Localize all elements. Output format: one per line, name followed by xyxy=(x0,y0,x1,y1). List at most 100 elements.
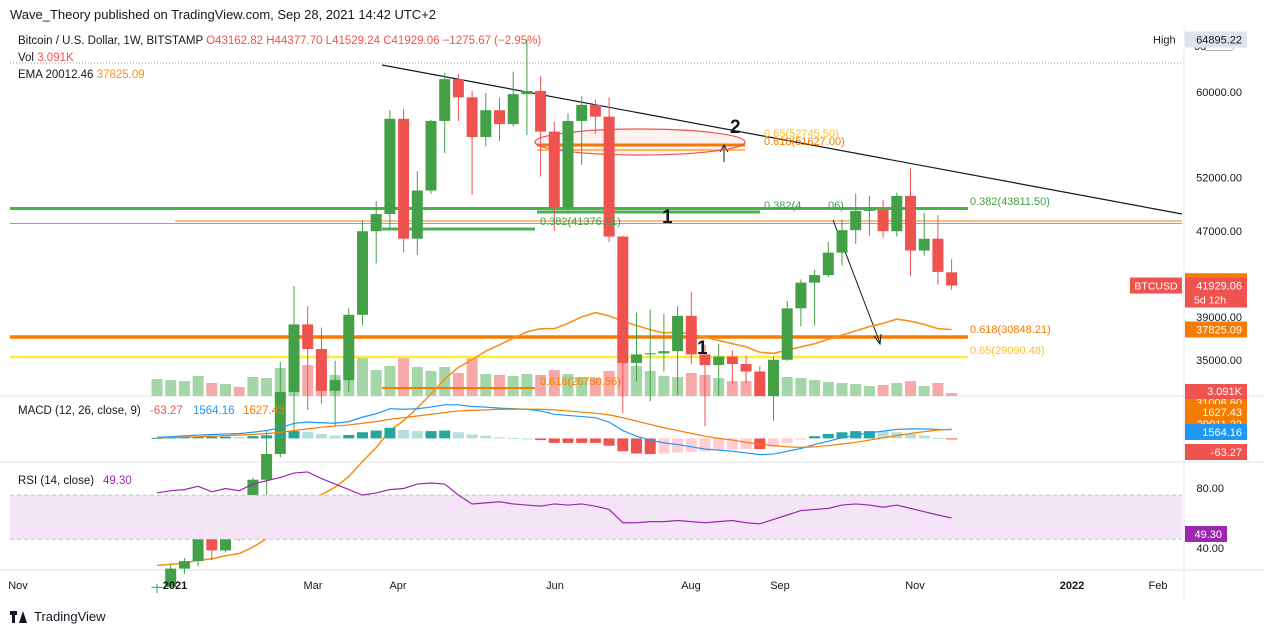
fib-label: 0.618(26750.56) xyxy=(540,376,621,388)
volume-bar xyxy=(891,383,903,396)
macd-hist-bar xyxy=(343,435,355,439)
volume-bar xyxy=(795,378,807,396)
volume-badge xyxy=(1185,384,1247,399)
price-tick: 35000.00 xyxy=(1196,355,1242,367)
volume-bar xyxy=(466,357,478,396)
candle-body xyxy=(562,120,574,208)
volume-bar xyxy=(220,384,231,396)
volume-bar xyxy=(357,358,368,396)
volume-bar xyxy=(439,367,451,396)
macd-hist-bar xyxy=(247,436,259,439)
macd-hist-bar xyxy=(494,437,505,439)
time-axis-label: Feb xyxy=(1149,580,1168,592)
macd-hist-label: -63.27 xyxy=(150,405,183,417)
candle-body xyxy=(603,116,615,237)
candle-body xyxy=(535,90,547,132)
macd-hist-bar xyxy=(699,438,711,452)
volume-bar xyxy=(452,373,464,396)
candle-body xyxy=(548,131,560,208)
volume-bar xyxy=(521,374,533,396)
macd-signal-label: 1627.43 xyxy=(243,405,285,417)
macd-hist-bar xyxy=(439,430,451,439)
candle-body xyxy=(466,97,478,137)
macd-hist-bar xyxy=(932,437,944,439)
candle-body xyxy=(658,351,670,354)
macd-hist-bar xyxy=(562,438,574,443)
macd-hist-bar xyxy=(877,431,889,439)
volume-bar xyxy=(480,374,492,396)
macd-hist-bar xyxy=(315,433,327,439)
price-tick: 47000.00 xyxy=(1196,226,1242,238)
candle-body xyxy=(521,90,533,95)
candle-body xyxy=(315,349,327,391)
fib-label: 0.618(51627.00) xyxy=(764,136,845,148)
macd-hist-bar xyxy=(466,434,478,439)
volume-badge-value: 3.091K xyxy=(1207,386,1243,398)
macd-hist-bar xyxy=(370,430,382,439)
fib-label: 0.618(30848.21) xyxy=(970,324,1051,336)
candle-body xyxy=(165,568,177,587)
volume-bar xyxy=(850,384,862,396)
candle-body xyxy=(836,230,848,253)
macd-hist-bar xyxy=(617,438,629,452)
macd-badge xyxy=(1185,444,1247,460)
volume-bar xyxy=(576,377,588,396)
candle-body xyxy=(370,214,382,232)
fib-label: .06) xyxy=(825,200,844,212)
macd-hist-bar xyxy=(535,438,547,441)
ohlc-values: O43162.82 H44377.70 L41529.24 C41929.06 … xyxy=(206,35,542,47)
volume-bar xyxy=(247,377,259,396)
rsi-title: RSI (14, close) xyxy=(18,475,94,487)
price-tick: 52000.00 xyxy=(1196,173,1242,185)
macd-line-label: 1564.16 xyxy=(193,405,235,417)
symbol-tag-label: BTCUSD xyxy=(1134,281,1178,293)
candle-body xyxy=(891,195,903,232)
candle-body xyxy=(726,356,738,365)
price-tick: 60000.00 xyxy=(1196,87,1242,99)
volume-bar xyxy=(384,366,396,396)
candle-body xyxy=(151,586,163,588)
volume-bar xyxy=(548,370,560,396)
volume-bar xyxy=(425,371,437,396)
macd-hist-bar xyxy=(740,438,752,450)
candle-body xyxy=(631,354,642,363)
rsi-band xyxy=(10,495,1182,540)
macd-hist-bar xyxy=(768,438,779,447)
candle-body xyxy=(685,315,697,355)
macd-hist-bar xyxy=(781,438,793,443)
candle-body xyxy=(411,190,423,239)
candle-body xyxy=(425,120,437,191)
macd-hist-bar xyxy=(795,438,807,440)
macd-hist-bar xyxy=(726,438,738,450)
macd-hist-bar xyxy=(425,431,437,439)
time-axis-label: 2021 xyxy=(163,580,187,592)
candle-body xyxy=(178,561,190,569)
macd-hist-bar xyxy=(220,436,231,439)
fib-label: 0.382(43811.50) xyxy=(970,196,1050,208)
publish-line: Wave_Theory published on TradingView.com… xyxy=(10,7,437,22)
macd-badge xyxy=(1185,424,1247,440)
macd-hist-bar xyxy=(946,438,958,440)
candle-body xyxy=(494,110,505,125)
macd-hist-bar xyxy=(302,431,314,439)
symbol-tag xyxy=(1130,277,1182,294)
high-label-box xyxy=(1150,31,1184,48)
macd-hist-bar xyxy=(672,438,684,453)
macd-hist-bar xyxy=(603,438,615,446)
trend-line xyxy=(381,64,1183,215)
rsi-value-label: 49.30 xyxy=(103,475,132,487)
volume-bar xyxy=(151,379,163,396)
macd-hist-bar xyxy=(685,438,697,452)
candle-body xyxy=(918,238,930,251)
volume-label: Vol xyxy=(18,52,34,64)
volume-bar xyxy=(178,381,190,396)
volume-bar xyxy=(918,386,930,396)
volume-bar xyxy=(165,380,177,396)
candle-body xyxy=(576,104,588,121)
macd-line xyxy=(156,404,952,456)
volume-bar xyxy=(192,376,204,396)
candle-body xyxy=(850,210,862,231)
volume-bar xyxy=(822,382,834,396)
macd-badge-value: 1564.16 xyxy=(1202,427,1242,439)
